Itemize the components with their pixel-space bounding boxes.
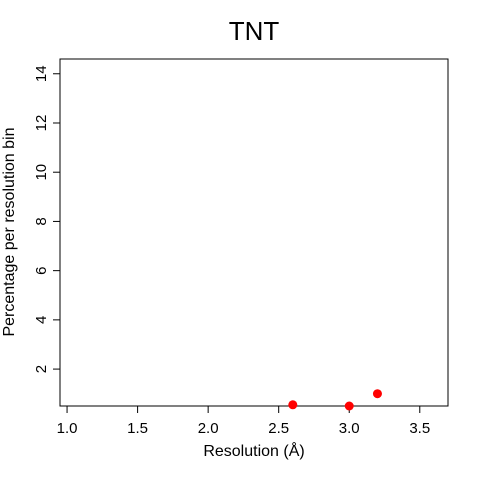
y-tick-label: 8 bbox=[33, 217, 50, 225]
y-tick-label: 6 bbox=[33, 266, 50, 274]
y-axis-label: Percentage per resolution bin bbox=[1, 127, 18, 336]
data-points bbox=[288, 389, 382, 411]
x-tick-label: 2.0 bbox=[198, 420, 219, 437]
x-tick-label: 2.5 bbox=[268, 420, 289, 437]
x-tick-label: 3.0 bbox=[339, 420, 360, 437]
y-tick-label: 4 bbox=[33, 316, 50, 324]
data-point bbox=[344, 401, 354, 411]
data-point bbox=[372, 389, 382, 399]
y-axis: 2 4 6 8 10 12 14 bbox=[33, 65, 60, 373]
y-tick-label: 10 bbox=[33, 164, 50, 181]
x-tick-label: 3.5 bbox=[409, 420, 430, 437]
plot-frame bbox=[59, 58, 449, 407]
data-point bbox=[288, 400, 298, 410]
y-tick-label: 14 bbox=[33, 65, 50, 82]
x-axis: 1.0 1.5 2.0 2.5 3.0 3.5 bbox=[57, 406, 430, 437]
chart-title: TNT bbox=[229, 16, 280, 46]
y-tick-label: 2 bbox=[33, 365, 50, 373]
x-axis-label: Resolution (Å) bbox=[203, 441, 304, 460]
x-tick-label: 1.5 bbox=[127, 420, 148, 437]
y-tick-label: 12 bbox=[33, 115, 50, 132]
x-tick-label: 1.0 bbox=[57, 420, 78, 437]
